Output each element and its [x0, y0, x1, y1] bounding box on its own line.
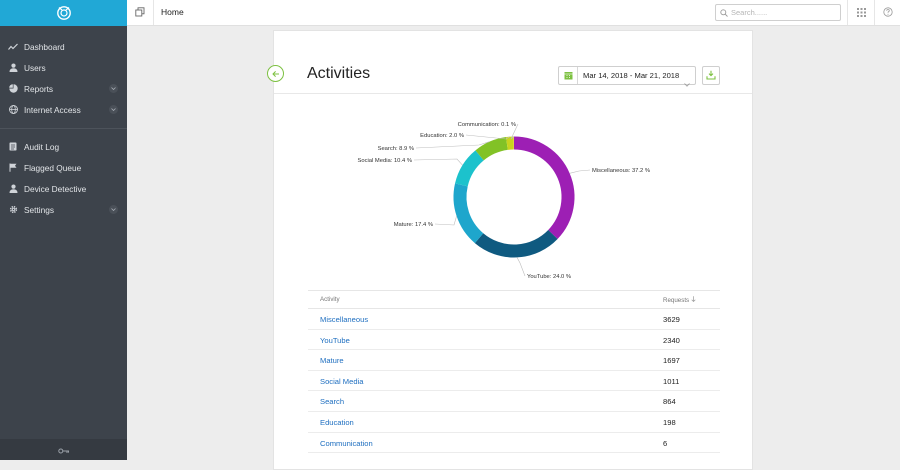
- requests-value: 198: [663, 418, 676, 427]
- chevron-down-icon[interactable]: [109, 84, 118, 93]
- donut-label: Communication: 0.1 %: [458, 122, 516, 128]
- brand-logo-icon[interactable]: [56, 5, 72, 21]
- requests-value: 3629: [663, 315, 680, 324]
- sidebar-item-audit-log[interactable]: Audit Log: [0, 136, 127, 157]
- table-body: Miscellaneous 3629 YouTube 2340 Mature 1697 So…: [308, 309, 720, 453]
- requests-value: 1697: [663, 356, 680, 365]
- requests-value: 864: [663, 397, 676, 406]
- donut-label: Education: 2.0 %: [420, 133, 464, 139]
- sidebar-item-label: Audit Log: [24, 142, 59, 152]
- audit-log-icon: [8, 142, 18, 152]
- column-header-requests[interactable]: Requests: [663, 296, 696, 304]
- donut-label: YouTube: 24.0 %: [527, 274, 571, 280]
- table-row: Social Media 1011: [308, 371, 720, 392]
- donut-slice-mature[interactable]: [460, 185, 479, 238]
- pages-icon: [135, 4, 145, 22]
- donut-label: Mature: 17.4 %: [394, 222, 433, 228]
- sidebar-item-label: Settings: [24, 205, 54, 215]
- table-row: Search 864: [308, 391, 720, 412]
- sidebar-item-label: Flagged Queue: [24, 163, 81, 173]
- donut-leader-line: [517, 257, 525, 276]
- chevron-down-icon[interactable]: [109, 205, 118, 214]
- sidebar-item-dashboard[interactable]: Dashboard: [0, 36, 127, 57]
- donut-slice-search[interactable]: [480, 143, 507, 155]
- donut-label: Social Media: 10.4 %: [358, 158, 412, 164]
- column-header-activity[interactable]: Activity: [320, 296, 340, 303]
- user-icon: [8, 184, 18, 194]
- donut-slice-social-media[interactable]: [461, 155, 479, 184]
- chevron-down-icon[interactable]: [109, 105, 118, 114]
- donut-leader-line: [416, 142, 490, 148]
- sidebar-item-label: Device Detective: [24, 184, 86, 194]
- activity-link[interactable]: Miscellaneous: [320, 315, 368, 324]
- sidebar-item-label: Users: [24, 63, 46, 73]
- donut-leader-line: [414, 159, 463, 165]
- table-row: Communication 6: [308, 433, 720, 454]
- activity-link[interactable]: Social Media: [320, 377, 363, 386]
- table-header: Activity Requests: [308, 290, 720, 309]
- sidebar-item-users[interactable]: Users: [0, 57, 127, 78]
- chart-line-icon: [8, 42, 18, 52]
- sidebar: Dashboard Users Reports Internet Access: [0, 0, 127, 460]
- sidebar-item-reports[interactable]: Reports: [0, 78, 127, 99]
- requests-value: 1011: [663, 377, 679, 386]
- requests-value: 6: [663, 439, 667, 448]
- top-bar: Home: [127, 0, 900, 26]
- help-icon: [883, 4, 893, 22]
- pages-toggle-button[interactable]: [127, 0, 154, 25]
- key-icon[interactable]: [58, 441, 70, 459]
- apps-button[interactable]: [847, 0, 874, 25]
- activity-link[interactable]: Search: [320, 397, 344, 406]
- requests-value: 2340: [663, 336, 680, 345]
- activity-link[interactable]: YouTube: [320, 336, 350, 345]
- search-box[interactable]: [715, 4, 841, 21]
- table-row: Mature 1697: [308, 350, 720, 371]
- sidebar-divider: [0, 128, 127, 129]
- pie-chart-icon: [8, 84, 18, 94]
- sidebar-item-settings[interactable]: Settings: [0, 199, 127, 220]
- sidebar-nav: Dashboard Users Reports Internet Access: [0, 36, 127, 220]
- apps-grid-icon: [857, 4, 866, 22]
- activities-donut-chart: Miscellaneous: 37.2 % YouTube: 24.0 % Matu…: [274, 31, 752, 289]
- sidebar-item-device-detective[interactable]: Device Detective: [0, 178, 127, 199]
- search-input[interactable]: [731, 8, 831, 17]
- donut-label: Search: 8.9 %: [378, 146, 414, 152]
- gear-icon: [8, 205, 18, 215]
- sidebar-item-internet-access[interactable]: Internet Access: [0, 99, 127, 120]
- activity-link[interactable]: Communication: [320, 439, 373, 448]
- help-button[interactable]: [874, 0, 900, 25]
- globe-icon: [8, 105, 18, 115]
- table-row: Miscellaneous 3629: [308, 309, 720, 330]
- logo-bar: [0, 0, 127, 26]
- sort-down-icon: [691, 297, 696, 304]
- user-icon: [8, 63, 18, 73]
- sidebar-item-flagged-queue[interactable]: Flagged Queue: [0, 157, 127, 178]
- donut-slice-miscellaneous[interactable]: [514, 143, 568, 234]
- donut-slice-youtube[interactable]: [479, 234, 553, 251]
- donut-leader-line: [435, 216, 457, 225]
- activity-link[interactable]: Mature: [320, 356, 344, 365]
- table-row: Education 198: [308, 412, 720, 433]
- donut-label: Miscellaneous: 37.2 %: [592, 168, 650, 174]
- activity-link[interactable]: Education: [320, 418, 354, 427]
- activities-card: Activities Mar 14, 2018 - Mar 21, 2018 M…: [273, 30, 753, 470]
- donut-leader-line: [570, 170, 590, 173]
- sidebar-item-label: Dashboard: [24, 42, 65, 52]
- breadcrumb: Home: [161, 7, 184, 17]
- flag-icon: [8, 163, 18, 173]
- table-row: YouTube 2340: [308, 330, 720, 351]
- search-icon: [720, 4, 728, 22]
- activities-table: Activity Requests Miscellaneous 3629 YouTu…: [308, 290, 720, 453]
- column-header-label: Requests: [663, 297, 689, 304]
- sidebar-item-label: Reports: [24, 84, 53, 94]
- sidebar-item-label: Internet Access: [24, 105, 81, 115]
- sidebar-footer: [0, 439, 127, 460]
